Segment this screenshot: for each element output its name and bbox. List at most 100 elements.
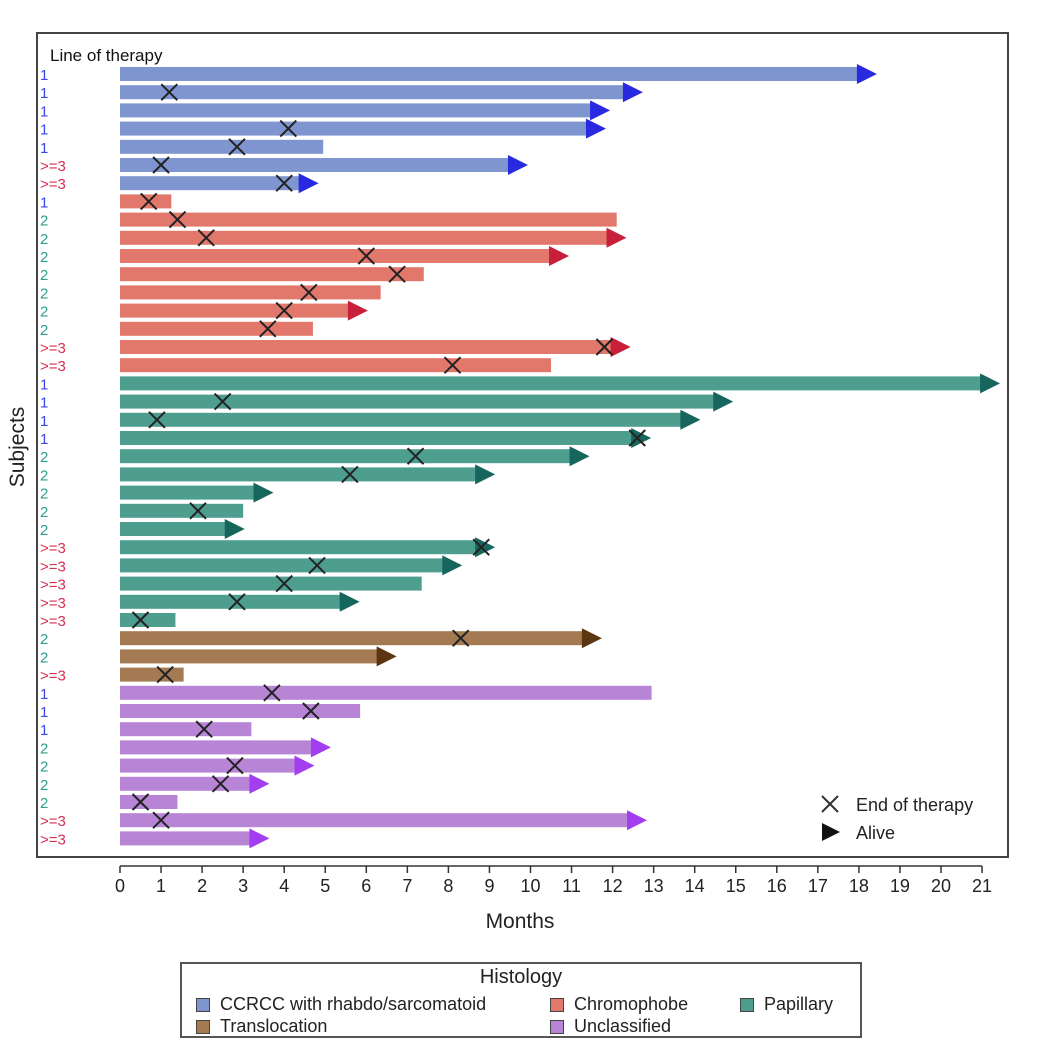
duration-bar (120, 504, 243, 518)
duration-bar (120, 759, 297, 773)
x-tick-label: 6 (361, 876, 371, 896)
duration-bar (120, 577, 422, 591)
duration-bar (120, 267, 424, 281)
line-of-therapy-label: 2 (40, 449, 48, 466)
subject-row: 2 (40, 628, 602, 648)
duration-bar (120, 395, 715, 409)
line-of-therapy-label: 2 (40, 231, 48, 248)
line-of-therapy-label: 2 (40, 522, 48, 539)
subject-row: 1 (40, 64, 877, 84)
x-tick-label: 13 (644, 876, 664, 896)
duration-bar (120, 358, 551, 372)
x-tick-label: 7 (402, 876, 412, 896)
legend-swatch (740, 998, 754, 1012)
duration-bar (120, 522, 227, 536)
duration-bar (120, 540, 477, 554)
line-of-therapy-label: 1 (40, 140, 48, 157)
duration-bar (120, 140, 323, 154)
duration-bar (120, 686, 652, 700)
duration-bar (120, 322, 313, 336)
x-tick-label: 18 (849, 876, 869, 896)
x-tick-label: 0 (115, 876, 125, 896)
duration-bar (120, 431, 633, 445)
legend-item-chromophobe: Chromophobe (550, 994, 688, 1015)
duration-bar (120, 704, 360, 718)
line-of-therapy-label: 2 (40, 213, 48, 230)
x-tick-label: 15 (726, 876, 746, 896)
legend-swatch (550, 1020, 564, 1034)
x-tick-label: 14 (685, 876, 705, 896)
line-of-therapy-label: 1 (40, 413, 48, 430)
x-axis-label: Months (486, 910, 555, 933)
panel-label: Line of therapy (50, 46, 163, 65)
legend-swatch (196, 998, 210, 1012)
y-axis-label: Subjects (6, 407, 29, 488)
x-axis: 0 1 2 3 4 5 6 7 8 9 10 11 12 13 14 15 16 17 18 19 20 21 (115, 866, 992, 896)
line-of-therapy-label: 2 (40, 486, 48, 503)
duration-bar (120, 449, 572, 463)
x-tick-label: 20 (931, 876, 951, 896)
legend-item-ccrcc: CCRCC with rhabdo/sarcomatoid (196, 994, 486, 1015)
duration-bar (120, 249, 551, 263)
duration-bar (120, 122, 588, 136)
duration-bar (120, 795, 177, 809)
x-tick-label: 10 (520, 876, 540, 896)
x-tick-label: 21 (972, 876, 992, 896)
line-of-therapy-label: 2 (40, 249, 48, 266)
subject-row: 2 (40, 228, 626, 248)
subject-row: 1 (40, 410, 700, 430)
line-of-therapy-label: >=3 (40, 158, 66, 175)
duration-bar (120, 668, 184, 682)
subject-row: >=3 (40, 810, 647, 830)
duration-bar (120, 176, 301, 190)
x-tick-label: 4 (279, 876, 289, 896)
duration-bar (120, 631, 584, 645)
duration-bar (120, 304, 350, 318)
duration-bar (120, 649, 379, 663)
line-of-therapy-label: 1 (40, 722, 48, 739)
legend-item-papillary: Papillary (740, 994, 833, 1015)
line-of-therapy-label: 2 (40, 740, 48, 757)
legend-label: Chromophobe (574, 994, 688, 1015)
x-tick-label: 11 (562, 876, 581, 896)
duration-bar (120, 103, 592, 117)
duration-bar (120, 376, 982, 390)
duration-bar (120, 740, 313, 754)
subject-row: 1 (40, 373, 1000, 393)
duration-bar (120, 467, 477, 481)
line-of-therapy-label: 1 (40, 85, 48, 102)
line-of-therapy-label: 2 (40, 322, 48, 339)
subject-row: 2 (40, 446, 590, 466)
x-tick-label: 12 (603, 876, 623, 896)
line-of-therapy-label: >=3 (40, 613, 66, 630)
x-tick-label: 16 (767, 876, 787, 896)
duration-bar (120, 85, 625, 99)
duration-bar (120, 722, 251, 736)
line-of-therapy-label: >=3 (40, 340, 66, 357)
line-of-therapy-label: >=3 (40, 813, 66, 830)
legend-label: Papillary (764, 994, 833, 1015)
legend-label: Translocation (220, 1016, 327, 1037)
subject-row: 1 (40, 100, 610, 120)
line-of-therapy-label: 2 (40, 759, 48, 776)
line-of-therapy-label: 1 (40, 103, 48, 120)
line-of-therapy-label: 1 (40, 395, 48, 412)
x-tick-label: 9 (484, 876, 494, 896)
legend-swatch (550, 998, 564, 1012)
duration-bar (120, 194, 171, 208)
line-of-therapy-label: 2 (40, 649, 48, 666)
legend-item-translocation: Translocation (196, 1016, 327, 1037)
line-of-therapy-label: 1 (40, 686, 48, 703)
duration-bar (120, 777, 251, 791)
line-of-therapy-label: >=3 (40, 558, 66, 575)
x-tick-label: 1 (156, 876, 166, 896)
legend-label: Unclassified (574, 1016, 671, 1037)
x-tick-label: 5 (320, 876, 330, 896)
legend-title: Histology (182, 966, 860, 989)
duration-bar (120, 413, 682, 427)
x-tick-label: 19 (890, 876, 910, 896)
line-of-therapy-label: 2 (40, 795, 48, 812)
line-of-therapy-label: >=3 (40, 577, 66, 594)
line-of-therapy-label: 1 (40, 431, 48, 448)
line-of-therapy-label: 2 (40, 267, 48, 284)
